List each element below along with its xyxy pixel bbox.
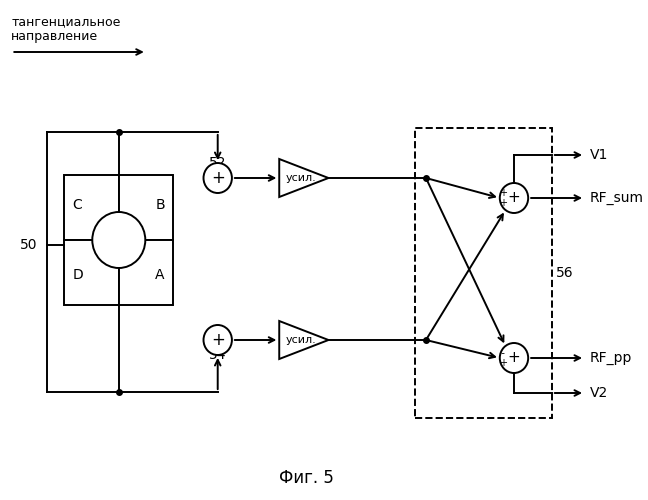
Text: 56: 56 [555,266,573,280]
Circle shape [203,163,232,193]
Text: A: A [156,268,165,282]
Bar [64,240,119,305]
Text: -: - [501,348,505,358]
Bar [119,175,173,240]
Text: усил.: усил. [286,173,317,183]
Text: тангенциальное
направление: тангенциальное направление [12,15,121,43]
Circle shape [92,212,145,268]
Text: +: + [498,358,507,368]
Text: V2: V2 [590,386,608,400]
Text: +: + [498,198,507,208]
Bar [415,128,552,418]
Circle shape [500,183,528,213]
Text: 52: 52 [209,156,226,170]
Circle shape [203,325,232,355]
Text: D: D [72,268,83,282]
Polygon shape [279,159,329,197]
Text: усил.: усил. [286,335,317,345]
Text: RF_sum: RF_sum [590,191,643,205]
Text: +: + [507,350,520,366]
Bar [64,175,119,240]
Text: 50: 50 [20,238,38,252]
Text: RF_pp: RF_pp [590,351,632,365]
Text: 54: 54 [209,348,226,362]
Text: +: + [211,331,225,349]
Text: +: + [498,188,507,198]
Text: C: C [73,198,82,212]
Polygon shape [279,321,329,359]
Text: +: + [507,190,520,206]
Bar [119,240,173,305]
Text: V1: V1 [590,148,608,162]
Text: +: + [211,169,225,187]
Circle shape [500,343,528,373]
Text: B: B [155,198,165,212]
Text: Фиг. 5: Фиг. 5 [279,469,334,487]
